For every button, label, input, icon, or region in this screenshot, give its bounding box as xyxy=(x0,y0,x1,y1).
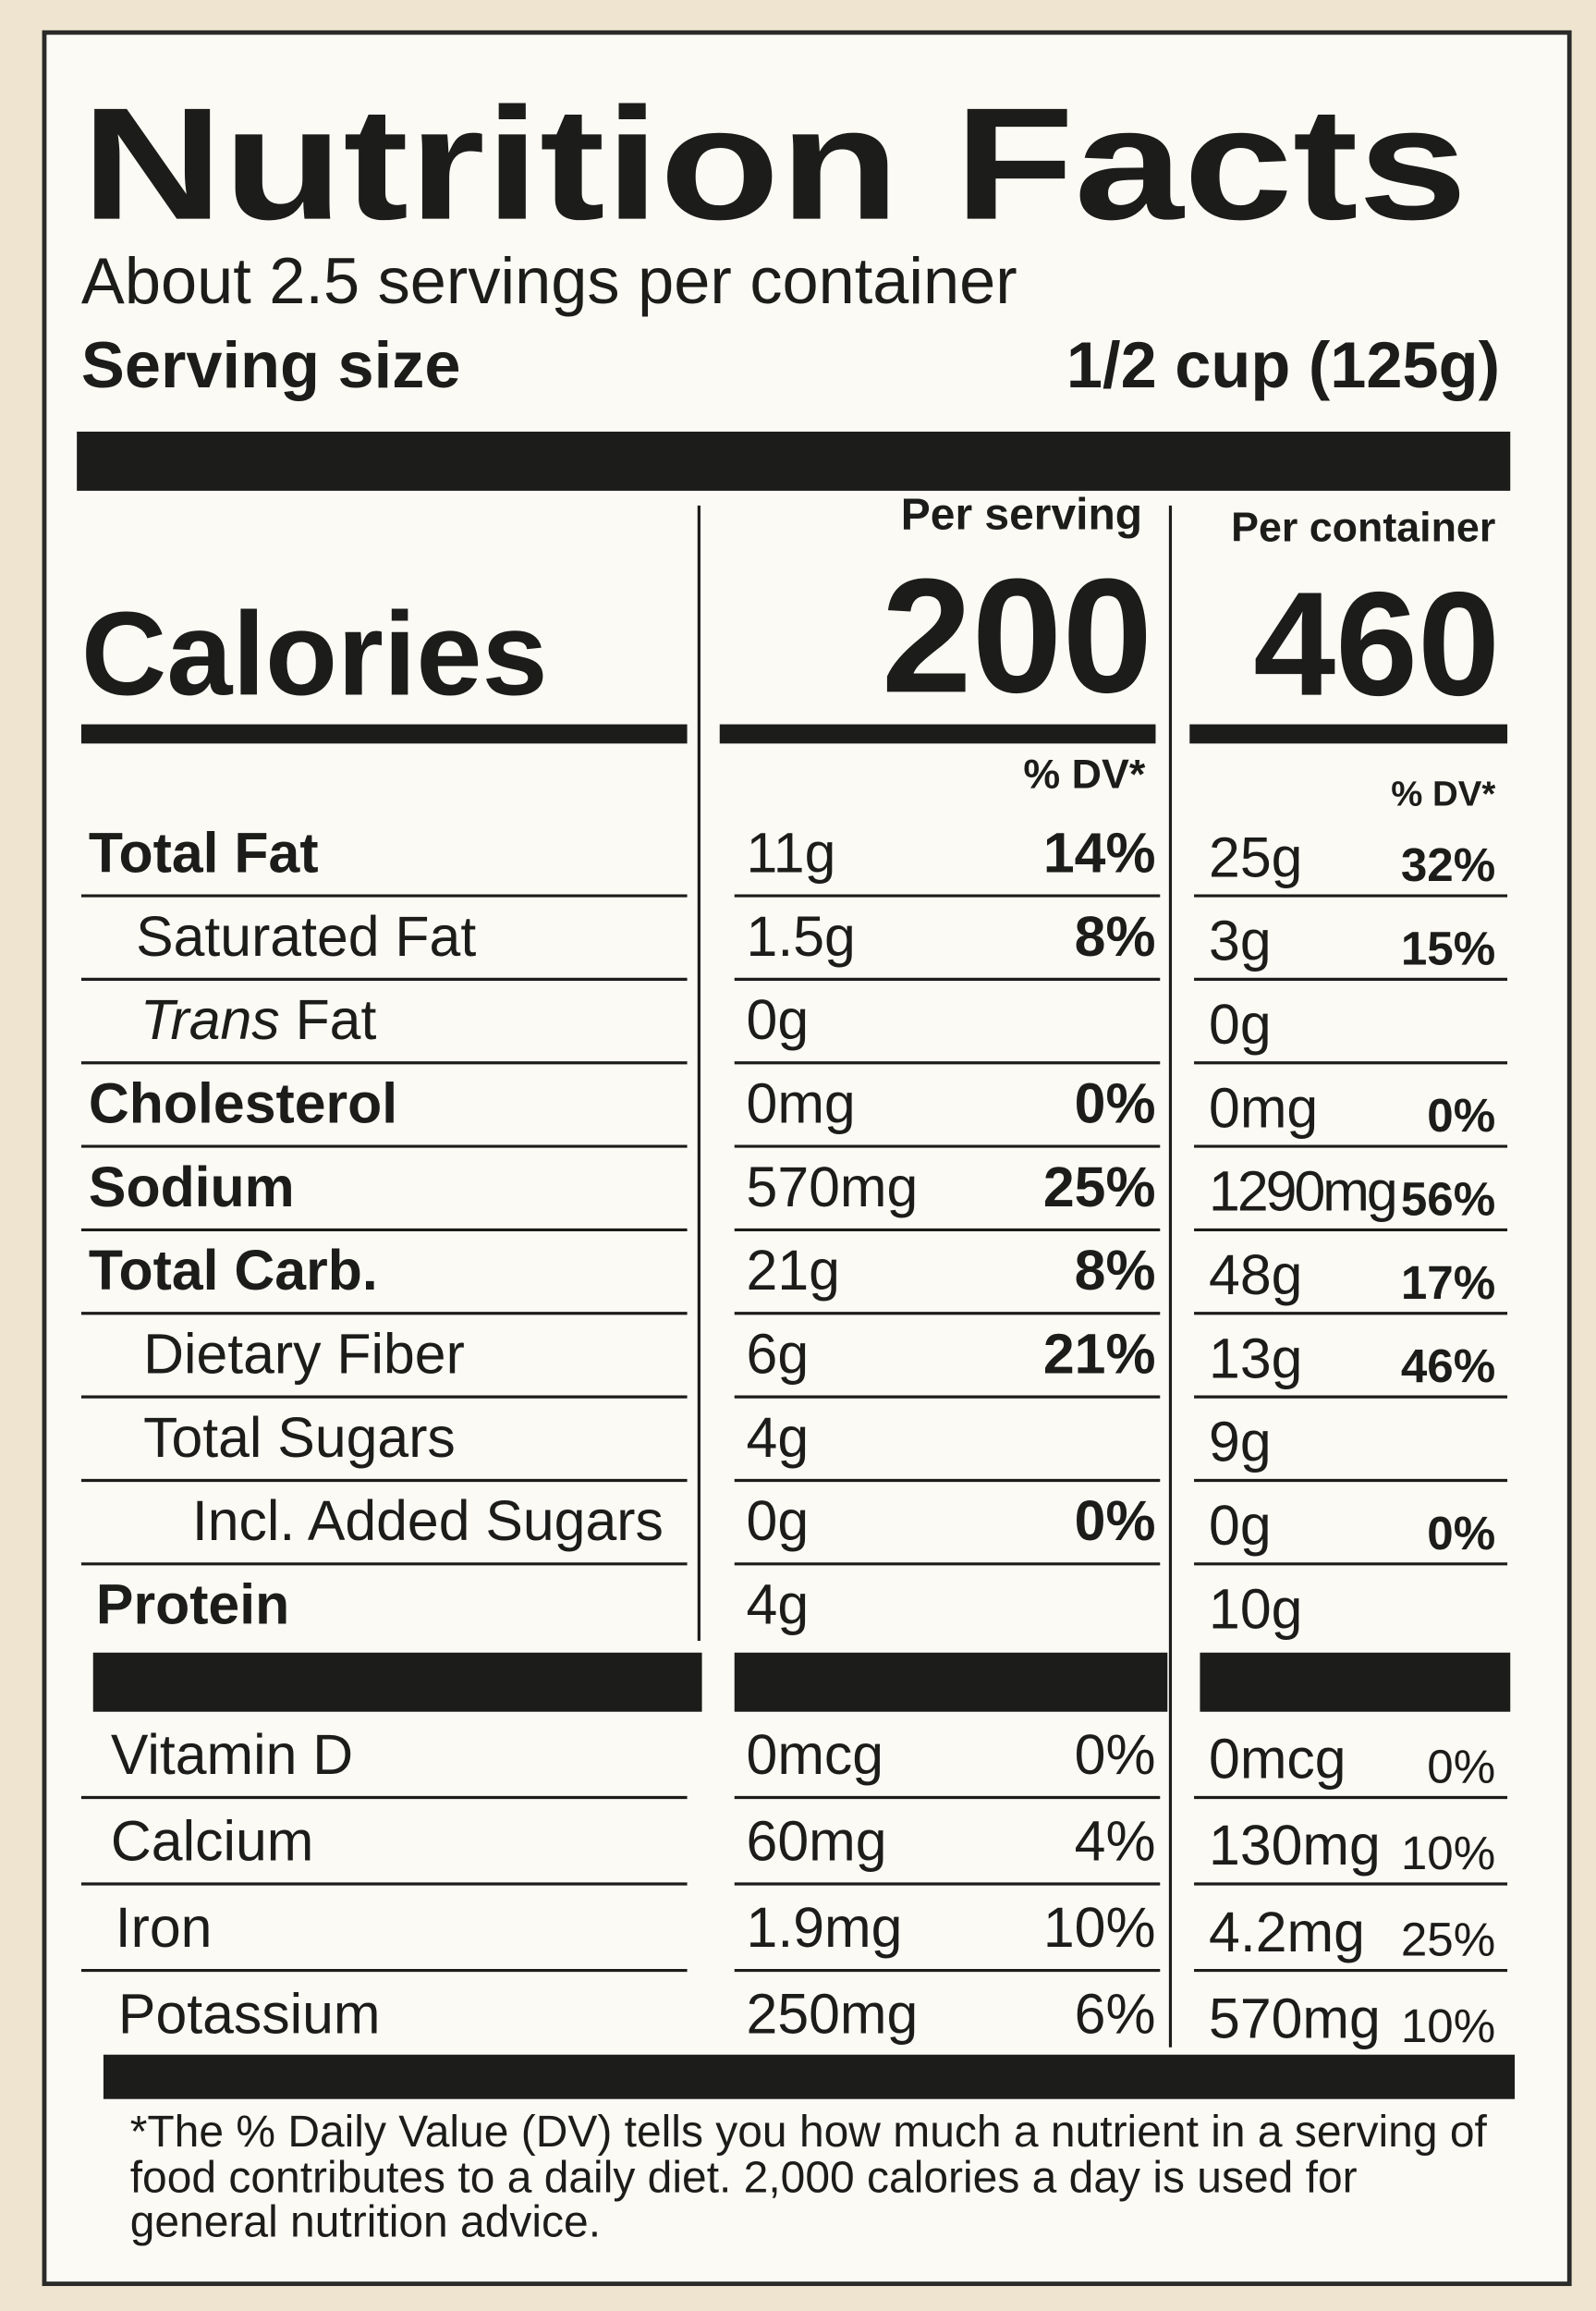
container-dv: 0% xyxy=(1427,1740,1495,1792)
serving-amount: 0mg xyxy=(747,1072,856,1135)
container-amount: 48g xyxy=(1209,1243,1302,1306)
container-amount: 9g xyxy=(1209,1411,1272,1473)
serving-dv: 0% xyxy=(1075,1489,1156,1552)
serving-amount: 570mg xyxy=(747,1156,919,1218)
serving-amount: 1.9mg xyxy=(747,1896,903,1959)
footnote-line: food contributes to a daily diet. 2,000 … xyxy=(130,2153,1358,2202)
serving-dv: 10% xyxy=(1043,1896,1156,1959)
nutrient-name: Calcium xyxy=(111,1809,313,1872)
container-dv: 0% xyxy=(1427,1089,1495,1142)
container-amount: 570mg xyxy=(1209,1987,1381,2049)
container-dv: 10% xyxy=(1401,1827,1495,1879)
serving-size: 1/2 cup (125g) xyxy=(1066,328,1500,401)
per-serving-label: Per serving xyxy=(901,490,1142,539)
nutrient-name: Potassium xyxy=(118,1983,381,2046)
serving-amount: 4g xyxy=(747,1573,810,1636)
serving-amount: 250mg xyxy=(747,1983,919,2046)
serving-amount: 0g xyxy=(747,1489,810,1552)
container-amount: 0g xyxy=(1209,1494,1272,1557)
container-amount: 13g xyxy=(1209,1327,1302,1389)
container-dv: 10% xyxy=(1401,1999,1495,2052)
container-dv: 15% xyxy=(1401,922,1495,974)
nutrient-name: Protein xyxy=(96,1573,289,1636)
calories-per-serving: 200 xyxy=(882,545,1152,727)
serving-dv: 0% xyxy=(1075,1072,1156,1135)
thick-bar xyxy=(734,1652,1168,1712)
container-amount: 0mcg xyxy=(1209,1728,1346,1791)
thick-bar xyxy=(103,2054,1516,2099)
nutrient-name: Total Fat xyxy=(89,821,319,884)
calories-per-container: 460 xyxy=(1253,561,1500,727)
serving-dv: 25% xyxy=(1043,1156,1156,1218)
nutrient-name: Total Carb. xyxy=(89,1239,378,1302)
serving-size-label: Serving size xyxy=(81,328,461,401)
container-dv: 17% xyxy=(1401,1256,1495,1309)
container-dv: 0% xyxy=(1427,1507,1495,1559)
serving-amount: 0g xyxy=(747,988,810,1051)
serving-dv: 0% xyxy=(1075,1723,1156,1786)
footnote-line: general nutrition advice. xyxy=(130,2197,601,2246)
dv-header: % DV* xyxy=(1023,751,1145,797)
container-amount: 0g xyxy=(1209,993,1272,1056)
rule xyxy=(1189,724,1508,744)
container-amount: 3g xyxy=(1209,910,1272,972)
nutrient-name-rest: Fat xyxy=(280,988,377,1051)
calories-label: Calories xyxy=(81,589,548,721)
container-amount: 130mg xyxy=(1209,1814,1381,1877)
nutrient-name: Trans Fat xyxy=(140,988,377,1051)
serving-dv: 21% xyxy=(1043,1323,1156,1386)
serving-dv: 6% xyxy=(1075,1983,1156,2046)
container-amount: 0mg xyxy=(1209,1076,1318,1139)
serving-amount: 0mcg xyxy=(747,1723,884,1786)
nutrient-name: Iron xyxy=(116,1896,213,1959)
nutrient-name: Total Sugars xyxy=(143,1406,456,1469)
container-amount: 10g xyxy=(1209,1577,1302,1640)
container-dv: 56% xyxy=(1401,1172,1495,1225)
serving-amount: 21g xyxy=(747,1239,840,1302)
servings: About 2.5 servings per container xyxy=(81,244,1017,317)
rule xyxy=(80,724,688,744)
container-dv: 46% xyxy=(1401,1339,1495,1392)
nutrient-name: Vitamin D xyxy=(111,1723,353,1786)
nutrient-name: Sodium xyxy=(89,1156,295,1218)
nutrient-rows: Total Fat 11g 14% 25g 32% Saturated Fat 1.5g 8%… xyxy=(80,821,1508,2052)
serving-amount: 60mg xyxy=(747,1809,887,1872)
container-amount: 4.2mg xyxy=(1209,1901,1365,1963)
container-dv: 32% xyxy=(1401,838,1495,891)
thick-bar xyxy=(1200,1652,1511,1712)
nutrient-name: Incl. Added Sugars xyxy=(192,1489,664,1552)
serving-amount: 11g xyxy=(747,821,836,884)
title: Nutrition Facts xyxy=(81,75,1468,253)
serving-dv: 14% xyxy=(1043,821,1156,884)
container-amount: 25g xyxy=(1209,825,1302,888)
container-dv: 25% xyxy=(1401,1914,1495,1966)
nutrient-name: Dietary Fiber xyxy=(143,1323,465,1386)
nutrient-name: Saturated Fat xyxy=(136,905,476,968)
label-box xyxy=(42,30,1572,2286)
footnote-line: *The % Daily Value (DV) tells you how mu… xyxy=(130,2108,1488,2157)
serving-dv: 4% xyxy=(1075,1809,1156,1872)
nutrient-name-italic: Trans xyxy=(140,988,280,1051)
serving-amount: 1.5g xyxy=(747,905,856,968)
serving-dv: 8% xyxy=(1075,1239,1156,1302)
serving-amount: 4g xyxy=(747,1406,810,1469)
container-amount: 1290mg xyxy=(1209,1160,1398,1223)
serving-dv: 8% xyxy=(1075,905,1156,968)
thick-bar xyxy=(92,1652,702,1712)
rule xyxy=(719,724,1156,744)
dv-header: % DV* xyxy=(1391,774,1495,813)
thick-bar xyxy=(77,431,1511,491)
per-container-label: Per container xyxy=(1231,504,1495,550)
serving-amount: 6g xyxy=(747,1323,810,1386)
nutrient-name: Cholesterol xyxy=(89,1072,397,1135)
